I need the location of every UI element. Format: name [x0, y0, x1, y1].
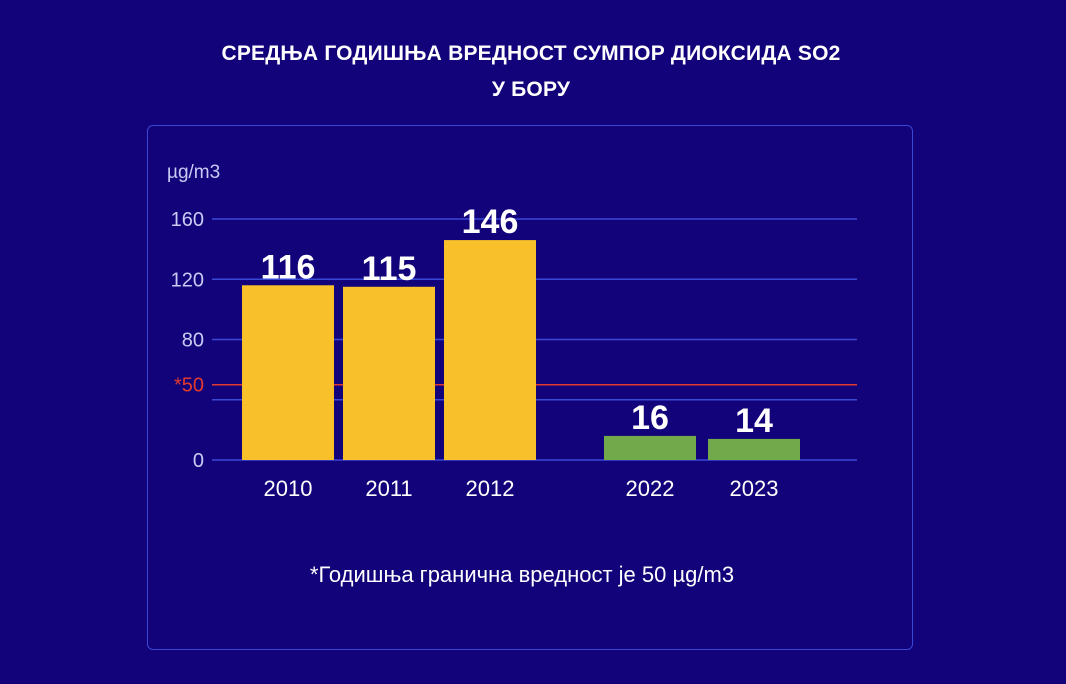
bar-value-label: 14: [735, 402, 773, 440]
limit-footnote: *Годишња гранична вредност је 50 µg/m3: [309, 562, 735, 587]
y-tick-label: 0: [193, 450, 204, 472]
x-tick-label: 2023: [730, 476, 779, 501]
y-tick-label: 160: [171, 209, 204, 231]
x-tick-label: 2012: [466, 476, 515, 501]
x-tick-label: 2022: [626, 476, 675, 501]
bar-value-label: 16: [631, 399, 669, 437]
x-tick-label: 2011: [365, 476, 412, 501]
bar-value-label: 115: [362, 250, 417, 288]
bar: [242, 285, 334, 460]
bar-value-label: 146: [462, 203, 519, 241]
chart-title-line-1: СРЕДЊА ГОДИШЊА ВРЕДНОСТ СУМПОР ДИОКСИДА …: [221, 42, 841, 65]
chart-title: СРЕДЊА ГОДИШЊА ВРЕДНОСТ СУМПОР ДИОКСИДА …: [0, 36, 1062, 108]
y-axis-label: µg/m3: [167, 162, 220, 183]
limit-line-label: *50: [174, 375, 204, 397]
bar: [708, 438, 800, 460]
y-tick-label: 120: [171, 269, 204, 291]
bar: [604, 435, 696, 460]
bar-value-label: 116: [261, 248, 316, 286]
bar: [343, 286, 435, 460]
chart-panel: [147, 125, 913, 650]
chart-title-line-2: У БОРУ: [491, 78, 571, 101]
bar: [444, 240, 536, 460]
y-tick-label: 80: [182, 330, 204, 352]
x-tick-label: 2010: [264, 476, 313, 501]
